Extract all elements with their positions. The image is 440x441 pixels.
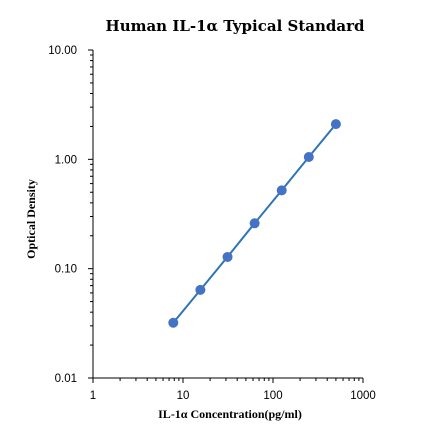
axes: 0.01 0.10 1.00 10.00 1 10 100 1000 xyxy=(48,45,376,402)
series-layer xyxy=(168,119,341,328)
chart-title: Human IL-1α Typical Standard xyxy=(106,17,365,35)
y-tick-label: 0.10 xyxy=(55,264,77,276)
y-tick-label: 1.00 xyxy=(55,154,77,166)
data-point xyxy=(222,251,233,262)
data-point xyxy=(303,152,314,163)
x-axis-label: IL-1α Concentration(pg/ml) xyxy=(158,407,302,421)
y-tick-label: 10.00 xyxy=(48,45,77,57)
x-tick-label: 10 xyxy=(177,390,190,402)
x-tick-label: 1 xyxy=(90,390,96,402)
y-tick-label: 0.01 xyxy=(55,373,77,385)
data-point xyxy=(249,218,260,229)
data-point xyxy=(276,185,287,196)
data-point xyxy=(330,119,341,130)
y-axis-label: Optical Density xyxy=(24,179,38,259)
x-tick-label: 1000 xyxy=(350,390,376,402)
data-point xyxy=(195,284,206,295)
data-point xyxy=(168,317,179,328)
x-tick-label: 100 xyxy=(263,390,282,402)
